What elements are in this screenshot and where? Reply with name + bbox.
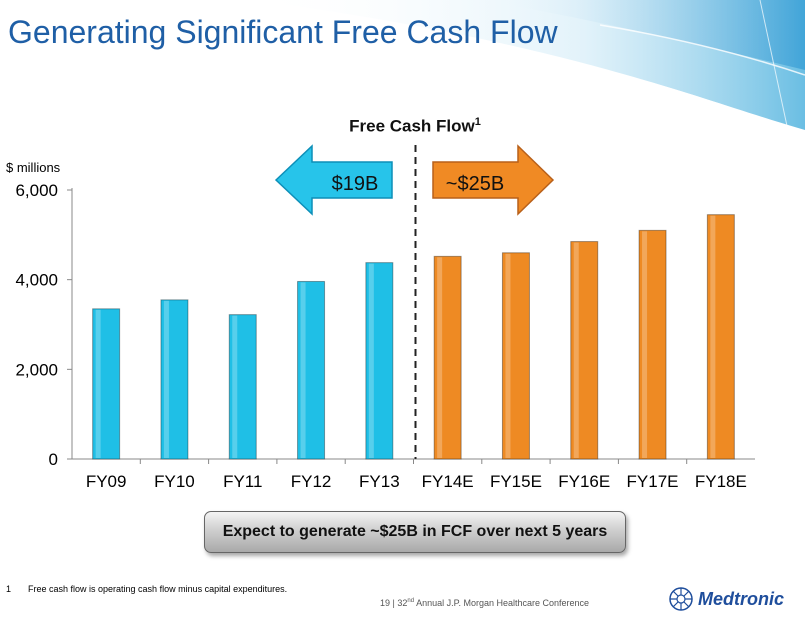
x-tick-label: FY17E [627,472,679,491]
x-tick-label: FY09 [86,472,127,491]
bar-fy17e [638,229,667,460]
footnote-number: 1 [6,584,12,594]
footnote-text: Free cash flow is operating cash flow mi… [28,584,288,594]
conference-ordinal: 32 [397,598,408,608]
bar-highlight [437,257,443,458]
bar-fy18e [706,214,735,460]
conference-ordinal-suffix: nd [407,598,415,604]
bar-fy16e [570,241,599,460]
x-tick-label: FY11 [223,472,262,491]
bar-highlight [573,242,579,458]
bar-highlight [710,215,716,458]
x-tick-label: FY14E [422,472,474,491]
header-swoosh-graphic [250,0,805,140]
bar-highlight [505,253,511,458]
y-axis-units-label: $ millions [6,160,61,175]
bar-fy12 [297,280,326,460]
x-tick-label: FY10 [154,472,195,491]
y-tick-label: 6,000 [15,181,58,200]
x-tick-label: FY16E [558,472,610,491]
medtronic-emblem-icon [669,587,693,611]
bar-fy11 [228,314,257,460]
bar-fy15e [501,252,530,460]
y-tick-label: 4,000 [15,271,58,290]
bar-highlight [642,231,648,458]
x-tick-label: FY12 [291,472,332,491]
footer-separator: | [392,598,395,608]
x-tick-label: FY15E [490,472,542,491]
bar-highlight [163,300,169,458]
historical-arrow-left [274,144,393,216]
historical-fcf-total-label: $19B [331,173,379,195]
fcf-expectation-callout: Expect to generate ~$25B in FCF over nex… [204,511,626,553]
x-tick-label: FY18E [695,472,747,491]
bar-fy10 [160,299,189,460]
bar-highlight [232,315,238,458]
x-tick-label: FY13 [359,472,400,491]
slide-title: Generating Significant Free Cash Flow [8,14,558,50]
logo-wordmark: Medtronic [698,588,785,609]
conference-name: Annual J.P. Morgan Healthcare Conference [416,598,590,608]
projected-fcf-total-label: ~$25B [445,173,505,195]
chart-title-footnote-marker: 1 [474,116,481,128]
bar-fy14e [433,255,462,460]
bar-fy13 [365,262,394,460]
y-tick-label: 2,000 [15,360,58,379]
medtronic-logo: Medtronic [668,586,784,612]
page-number: 19 [380,598,391,608]
projected-arrow-right [432,144,555,216]
chart-title-text: Free Cash Flow [349,116,475,136]
y-tick-label: 0 [49,450,58,469]
footnote: 1 Free cash flow is operating cash flow m… [6,584,287,594]
bar-highlight [95,309,101,458]
bar-fy09 [92,308,121,460]
bar-highlight [368,263,374,458]
slide-footer: 19 | 32nd Annual J.P. Morgan Healthcare … [380,598,589,608]
chart-title: Free Cash Flow1 [300,116,530,137]
bar-highlight [300,282,306,458]
